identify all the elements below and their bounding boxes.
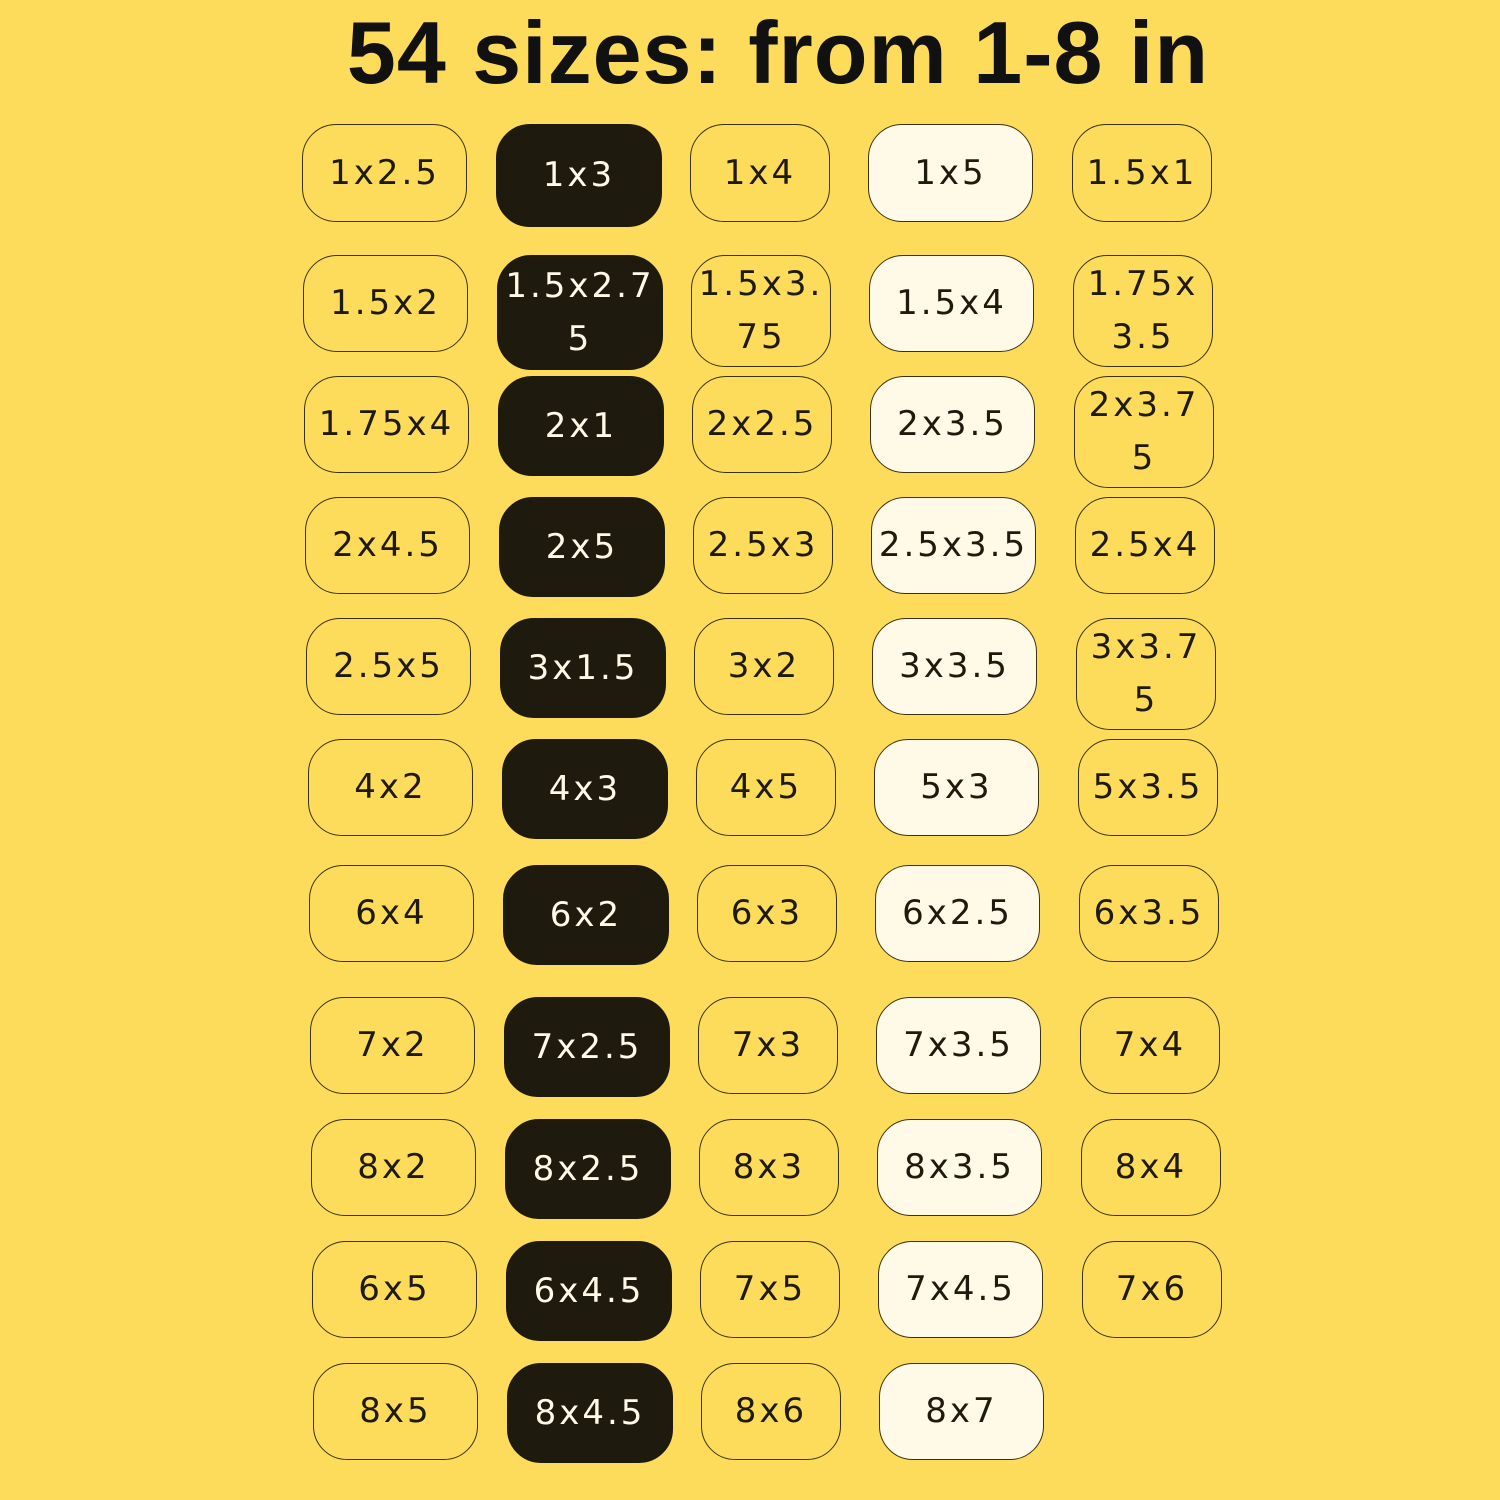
size-option-5x3_5[interactable]: 5x3.5: [1078, 739, 1218, 836]
size-option-1_5x1[interactable]: 1.5x1: [1072, 124, 1212, 222]
size-option-1x3[interactable]: 1x3: [496, 124, 662, 227]
size-option-1x2_5[interactable]: 1x2.5: [302, 124, 467, 222]
size-option-5x3[interactable]: 5x3: [874, 739, 1039, 836]
size-option-8x2_5[interactable]: 8x2.5: [505, 1119, 671, 1219]
size-option-7x2[interactable]: 7x2: [310, 997, 475, 1094]
size-option-3x1_5[interactable]: 3x1.5: [500, 618, 666, 718]
size-option-2x1[interactable]: 2x1: [498, 376, 664, 476]
size-option-7x4_5[interactable]: 7x4.5: [878, 1241, 1043, 1338]
size-option-8x4_5[interactable]: 8x4.5: [507, 1363, 673, 1463]
size-option-7x6[interactable]: 7x6: [1082, 1241, 1222, 1338]
size-option-2x3_5[interactable]: 2x3.5: [870, 376, 1035, 473]
size-option-6x2[interactable]: 6x2: [503, 865, 669, 965]
size-option-2_5x3_5[interactable]: 2.5x3.5: [871, 497, 1036, 594]
size-option-6x3[interactable]: 6x3: [697, 865, 837, 962]
size-option-4x5[interactable]: 4x5: [696, 739, 836, 836]
size-option-3x3_75[interactable]: 3x3.75: [1076, 618, 1216, 730]
size-option-8x3_5[interactable]: 8x3.5: [877, 1119, 1042, 1216]
size-option-2x5[interactable]: 2x5: [499, 497, 665, 597]
size-option-1_5x3_75[interactable]: 1.5x3.75: [691, 255, 831, 367]
size-option-2x4_5[interactable]: 2x4.5: [305, 497, 470, 594]
size-option-8x2[interactable]: 8x2: [311, 1119, 476, 1216]
size-option-1x4[interactable]: 1x4: [690, 124, 830, 222]
size-option-7x2_5[interactable]: 7x2.5: [504, 997, 670, 1097]
size-option-8x7[interactable]: 8x7: [879, 1363, 1044, 1460]
size-option-8x3[interactable]: 8x3: [699, 1119, 839, 1216]
size-option-2_5x5[interactable]: 2.5x5: [306, 618, 471, 715]
size-option-2_5x4[interactable]: 2.5x4: [1075, 497, 1215, 594]
size-option-6x4_5[interactable]: 6x4.5: [506, 1241, 672, 1341]
size-option-1_5x4[interactable]: 1.5x4: [869, 255, 1034, 352]
size-option-3x2[interactable]: 3x2: [694, 618, 834, 715]
size-option-6x5[interactable]: 6x5: [312, 1241, 477, 1338]
size-option-7x3[interactable]: 7x3: [698, 997, 838, 1094]
size-option-2_5x3[interactable]: 2.5x3: [693, 497, 833, 594]
size-option-4x2[interactable]: 4x2: [308, 739, 473, 836]
size-option-7x4[interactable]: 7x4: [1080, 997, 1220, 1094]
size-option-4x3[interactable]: 4x3: [502, 739, 668, 839]
size-option-1_5x2_75[interactable]: 1.5x2.75: [497, 255, 663, 370]
size-option-7x3_5[interactable]: 7x3.5: [876, 997, 1041, 1094]
page-title: 54 sizes: from 1-8 in: [346, 3, 1210, 102]
size-option-8x4[interactable]: 8x4: [1081, 1119, 1221, 1216]
size-option-2x3_75[interactable]: 2x3.75: [1074, 376, 1214, 488]
size-option-6x3_5[interactable]: 6x3.5: [1079, 865, 1219, 962]
size-option-1_75x3_5[interactable]: 1.75x3.5: [1073, 255, 1213, 367]
size-option-1x5[interactable]: 1x5: [868, 124, 1033, 222]
size-option-6x2_5[interactable]: 6x2.5: [875, 865, 1040, 962]
size-option-3x3_5[interactable]: 3x3.5: [872, 618, 1037, 715]
size-option-6x4[interactable]: 6x4: [309, 865, 474, 962]
size-option-1_75x4[interactable]: 1.75x4: [304, 376, 469, 473]
size-option-8x5[interactable]: 8x5: [313, 1363, 478, 1460]
size-option-7x5[interactable]: 7x5: [700, 1241, 840, 1338]
size-option-2x2_5[interactable]: 2x2.5: [692, 376, 832, 473]
size-option-8x6[interactable]: 8x6: [701, 1363, 841, 1460]
size-option-1_5x2[interactable]: 1.5x2: [303, 255, 468, 352]
